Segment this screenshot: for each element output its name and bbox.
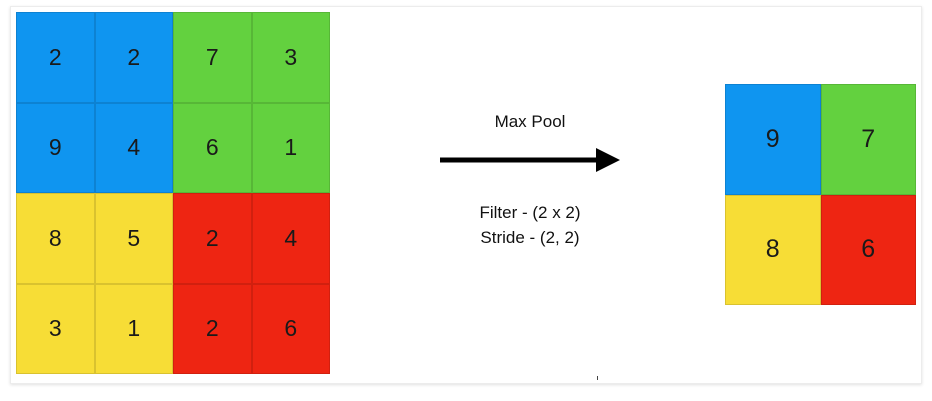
- input-matrix-cell: 6: [173, 102, 252, 193]
- input-matrix-cell: 4: [251, 193, 330, 284]
- input-matrix-cell: 8: [16, 193, 95, 284]
- tick-mark: [597, 376, 598, 380]
- input-matrix-cell: 3: [16, 283, 95, 374]
- output-matrix-cell: 8: [725, 194, 821, 305]
- input-matrix-cell: 1: [94, 283, 173, 374]
- input-matrix-cell: 2: [173, 193, 252, 284]
- output-matrix-cell: 9: [725, 84, 821, 195]
- input-matrix-cell: 2: [173, 283, 252, 374]
- input-matrix-cell: 3: [251, 12, 330, 103]
- stride-label: Stride - (2, 2): [480, 228, 580, 247]
- input-matrix-cell: 6: [251, 283, 330, 374]
- output-matrix-cell: 6: [820, 194, 916, 305]
- filter-label: Filter - (2 x 2): [479, 203, 581, 222]
- input-matrix-cell: 4: [94, 102, 173, 193]
- right-arrow-icon: [440, 148, 620, 172]
- input-matrix-cell: 2: [94, 12, 173, 103]
- operation-title: Max Pool: [494, 112, 566, 131]
- input-matrix-cell: 1: [251, 102, 330, 193]
- input-matrix-cell: 9: [16, 102, 95, 193]
- input-matrix-cell: 2: [16, 12, 95, 103]
- output-matrix-cell: 7: [820, 84, 916, 195]
- input-matrix-cell: 5: [94, 193, 173, 284]
- input-matrix-cell: 7: [173, 12, 252, 103]
